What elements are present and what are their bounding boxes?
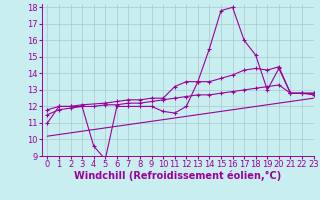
- X-axis label: Windchill (Refroidissement éolien,°C): Windchill (Refroidissement éolien,°C): [74, 171, 281, 181]
